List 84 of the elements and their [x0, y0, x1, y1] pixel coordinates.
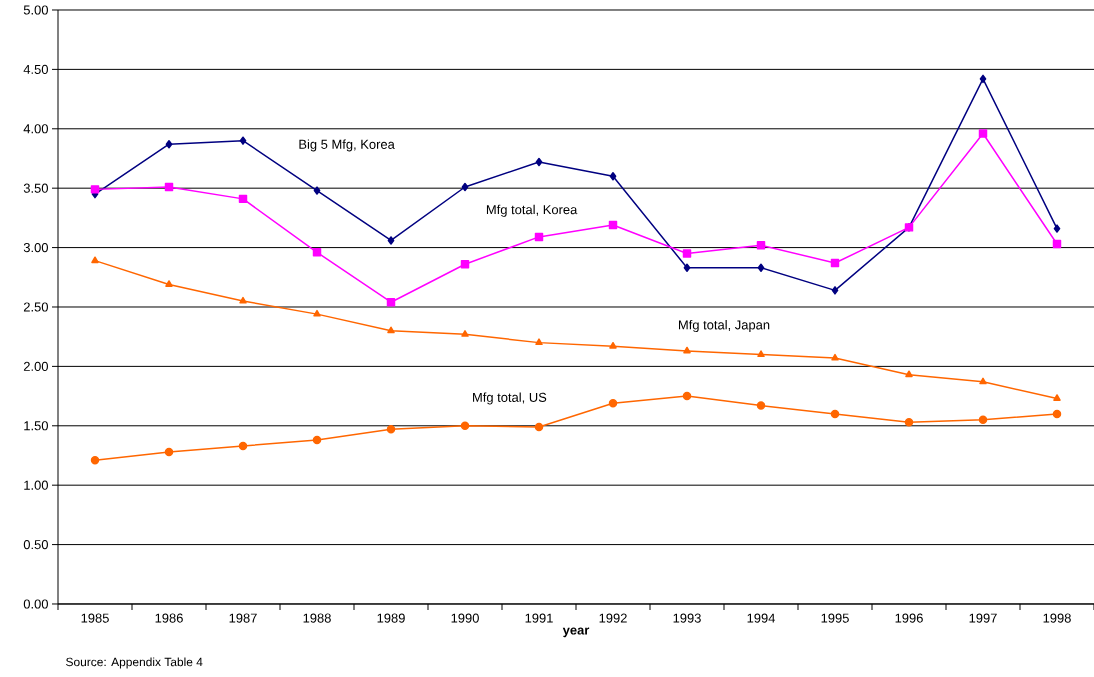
point [313, 309, 321, 317]
y-tick-label: 5.00 [23, 5, 48, 15]
x-tick-label: 1996 [895, 613, 923, 623]
x-tick-label: 1985 [81, 613, 109, 623]
point [386, 298, 396, 307]
y-tick-label: 2.00 [23, 361, 48, 371]
point [905, 370, 913, 378]
point [978, 129, 988, 138]
point [608, 220, 618, 230]
point [90, 185, 100, 194]
point [683, 346, 691, 354]
point [904, 417, 914, 427]
point [683, 263, 691, 273]
point [830, 258, 840, 268]
point [979, 74, 987, 84]
x-axis-title: year [562, 627, 590, 638]
point [238, 194, 248, 204]
point [1052, 409, 1062, 419]
point [756, 401, 766, 410]
series-label: Mfg total, Korea [486, 204, 578, 217]
y-tick-label: 0.50 [23, 540, 48, 550]
point [535, 157, 543, 167]
y-tick-label: 0.00 [23, 599, 48, 609]
x-tick-label: 1998 [1043, 613, 1071, 623]
y-tick-label: 1.00 [24, 480, 48, 490]
point [386, 425, 396, 434]
point [90, 456, 100, 465]
point [831, 353, 839, 361]
point [239, 136, 247, 145]
point [165, 280, 173, 287]
series-label: Mfg total, Japan [678, 319, 770, 333]
point [831, 286, 839, 295]
series-label: Mfg total, US [473, 392, 547, 405]
point [534, 422, 544, 432]
point [461, 330, 469, 337]
x-tick-label: 1988 [303, 613, 331, 623]
point [757, 350, 765, 357]
point [312, 435, 322, 445]
point [756, 240, 766, 250]
point [387, 326, 395, 334]
point [979, 377, 987, 385]
y-tick-label: 4.00 [23, 124, 48, 134]
point [830, 409, 840, 419]
point [387, 236, 395, 245]
point [535, 338, 543, 346]
point [91, 256, 99, 264]
x-tick-label: 1989 [377, 613, 405, 623]
point [312, 248, 322, 257]
source-note: Source: Appendix Table 4 [66, 657, 203, 669]
y-tick-label: 3.50 [23, 183, 48, 193]
point [978, 415, 988, 425]
x-tick-label: 1993 [673, 613, 701, 623]
x-tick-label: 1987 [229, 613, 257, 623]
point [239, 296, 247, 304]
point [534, 232, 544, 242]
point [757, 263, 765, 273]
point [238, 441, 248, 451]
point [313, 186, 321, 195]
point [460, 421, 470, 431]
y-tick-label: 4.50 [23, 64, 48, 74]
point [1053, 224, 1061, 233]
series-label: Big 5 Mfg, Korea [299, 139, 395, 152]
point [682, 391, 692, 401]
x-tick-label: 1992 [599, 613, 627, 623]
point [164, 182, 174, 192]
x-tick-label: 1994 [747, 613, 776, 623]
point [608, 398, 618, 408]
x-tick-label: 1991 [525, 613, 553, 623]
x-tick-label: 1995 [821, 613, 849, 623]
point [164, 447, 174, 457]
y-tick-label: 1.50 [24, 421, 48, 431]
point [609, 172, 617, 181]
x-tick-label: 1997 [969, 613, 997, 623]
x-tick-label: 1990 [451, 613, 479, 623]
point [460, 259, 470, 269]
point [461, 182, 469, 192]
point [682, 249, 692, 258]
point [165, 139, 173, 149]
point [1052, 239, 1062, 249]
point [609, 341, 617, 349]
point [1053, 394, 1061, 401]
y-tick-label: 2.50 [23, 302, 48, 312]
x-tick-label: 1986 [155, 613, 183, 623]
y-tick-label: 3.00 [23, 243, 48, 253]
